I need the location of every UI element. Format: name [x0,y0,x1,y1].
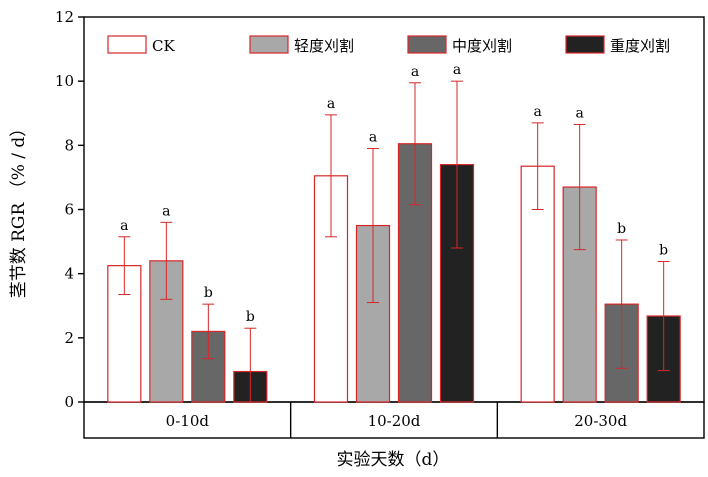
y-axis-title: 茎节数 RGR （% / d） [9,120,29,299]
y-tick-label: 12 [55,8,74,26]
significance-label: a [369,130,377,146]
significance-label: b [659,242,668,258]
y-tick-label: 2 [64,329,74,347]
legend: CK 轻度刈割 中度刈割 重度刈割 [107,35,670,55]
legend-swatch [107,35,147,54]
legend-label: CK [152,37,175,55]
significance-label: b [617,221,626,237]
x-category-label: 20-30d [574,412,627,430]
significance-label: a [327,96,335,112]
category-band [83,401,705,439]
legend-swatch [565,35,605,54]
y-tick-label: 0 [64,393,74,411]
legend-label: 重度刈割 [610,37,670,55]
significance-label: b [246,309,255,325]
significance-label: a [120,218,128,234]
x-category-label: 10-20d [368,412,421,430]
legend-swatch [249,35,289,54]
y-tick-label: 8 [64,136,74,154]
y-tick-label: 6 [64,201,74,219]
axes: 0 2 4 6 8 10 12 0-10d 10-20d 20-30d [55,8,705,439]
legend-swatch [407,35,447,54]
legend-label: 轻度刈割 [294,37,354,55]
x-category-label: 0-10d [166,412,210,430]
y-tick-label: 4 [64,265,74,283]
significance-label: a [411,64,419,80]
significance-label: b [204,285,213,301]
significance-label: a [453,62,461,78]
significance-label: a [162,203,170,219]
significance-label: a [533,104,541,120]
legend-label: 中度刈割 [452,37,512,55]
bars: a a b b a a a a a a b b [107,62,681,403]
x-axis-title: 实验天数（d） [337,450,450,470]
significance-label: a [575,105,583,121]
y-tick-label: 10 [55,72,74,90]
